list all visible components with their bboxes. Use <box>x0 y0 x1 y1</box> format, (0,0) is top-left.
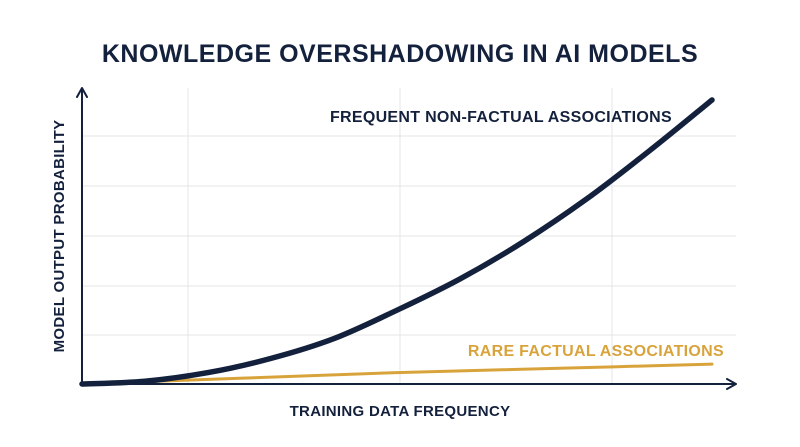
series-label-rare: RARE FACTUAL ASSOCIATIONS <box>468 343 724 360</box>
series-line-frequent <box>79 97 715 387</box>
series-layer <box>79 97 715 387</box>
y-axis-label: MODEL OUTPUT PROBABILITY <box>51 120 68 353</box>
series-label-frequent: FREQUENT NON-FACTUAL ASSOCIATIONS <box>330 109 672 126</box>
x-axis-label: TRAINING DATA FREQUENCY <box>290 403 511 420</box>
grid <box>82 88 736 384</box>
chart-title: KNOWLEDGE OVERSHADOWING IN AI MODELS <box>102 40 698 68</box>
series-line-rare <box>80 362 714 386</box>
